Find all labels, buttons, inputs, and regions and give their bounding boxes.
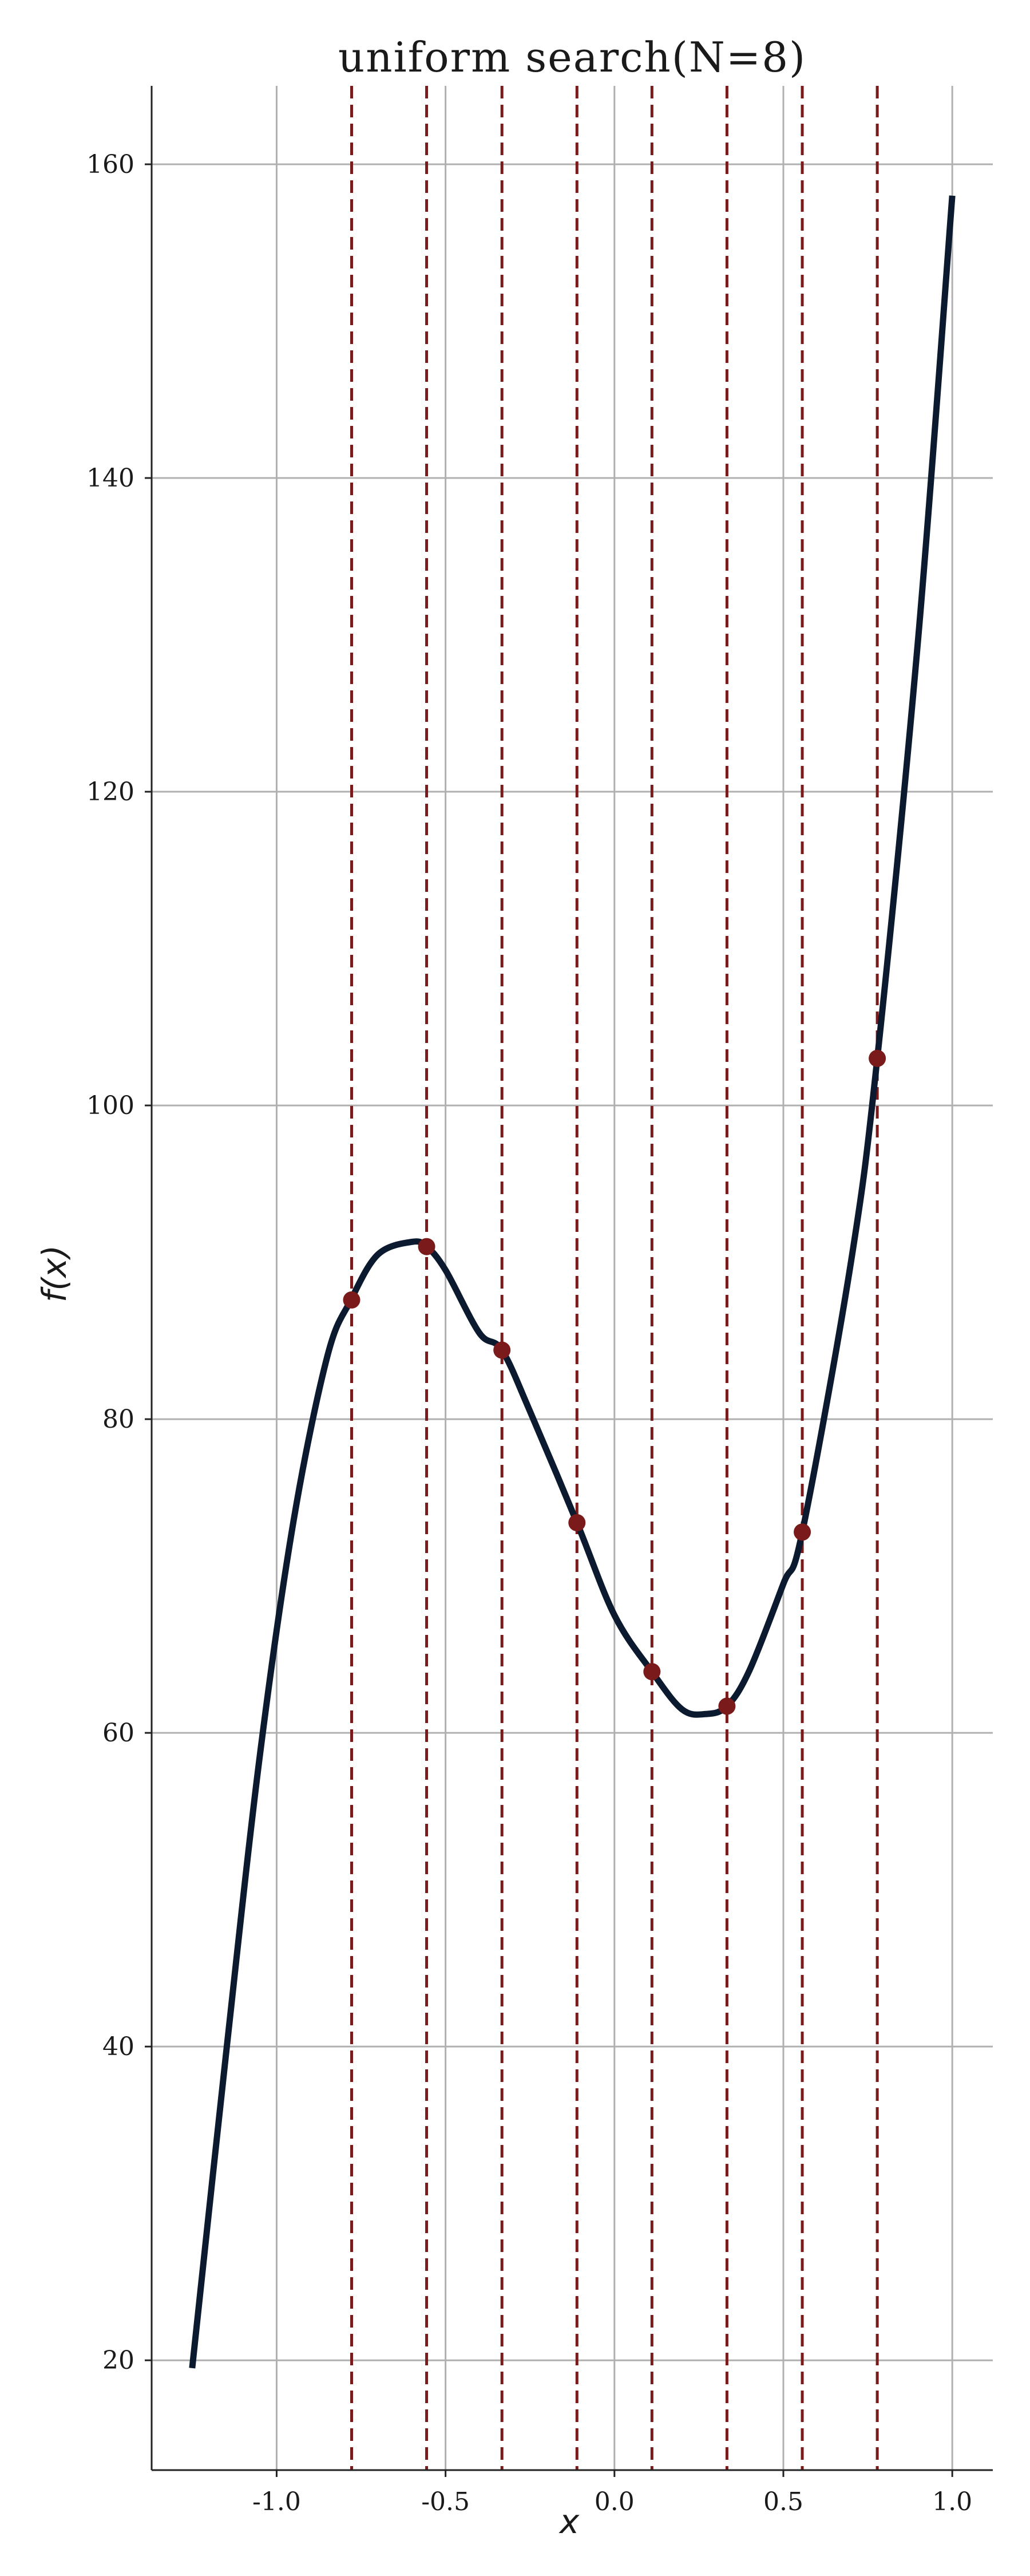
search-point-3 (493, 1341, 511, 1359)
x-tick-label: 1.0 (932, 2487, 972, 2516)
search-point-1 (343, 1291, 360, 1309)
y-tick-label: 100 (86, 1091, 134, 1120)
search-point-8 (869, 1049, 886, 1067)
x-axis-label: x (558, 2502, 580, 2541)
function-curve-layer (189, 195, 956, 2369)
y-tick-label: 160 (86, 150, 134, 179)
grid-lines (152, 86, 993, 2470)
y-tick-label: 120 (86, 777, 134, 807)
y-ticks: 20 40 60 80 100 120 140 160 (86, 150, 152, 2375)
search-point-4 (568, 1514, 586, 1531)
y-tick-label: 40 (102, 2032, 134, 2061)
search-point-5 (643, 1663, 661, 1681)
chart-title: uniform search(N=8) (338, 33, 806, 81)
y-tick-label: 20 (102, 2346, 134, 2375)
x-tick-label: -1.0 (252, 2487, 301, 2516)
search-lines (350, 86, 879, 2470)
y-axis-label: f(x) (35, 1245, 74, 1302)
search-point-2 (418, 1238, 435, 1255)
x-tick-label: -0.5 (421, 2487, 470, 2516)
x-tick-label: 0.0 (595, 2487, 635, 2516)
function-curve (189, 195, 956, 2369)
search-point-7 (794, 1523, 811, 1541)
x-ticks: -1.0 -0.5 0.0 0.5 1.0 (252, 2470, 972, 2516)
search-point-6 (718, 1697, 736, 1715)
x-tick-label: 0.5 (763, 2487, 803, 2516)
axes (150, 86, 993, 2471)
y-tick-label: 80 (102, 1405, 134, 1434)
search-points (343, 1049, 886, 1715)
y-tick-label: 60 (102, 1718, 134, 1748)
y-tick-label: 140 (86, 464, 134, 493)
